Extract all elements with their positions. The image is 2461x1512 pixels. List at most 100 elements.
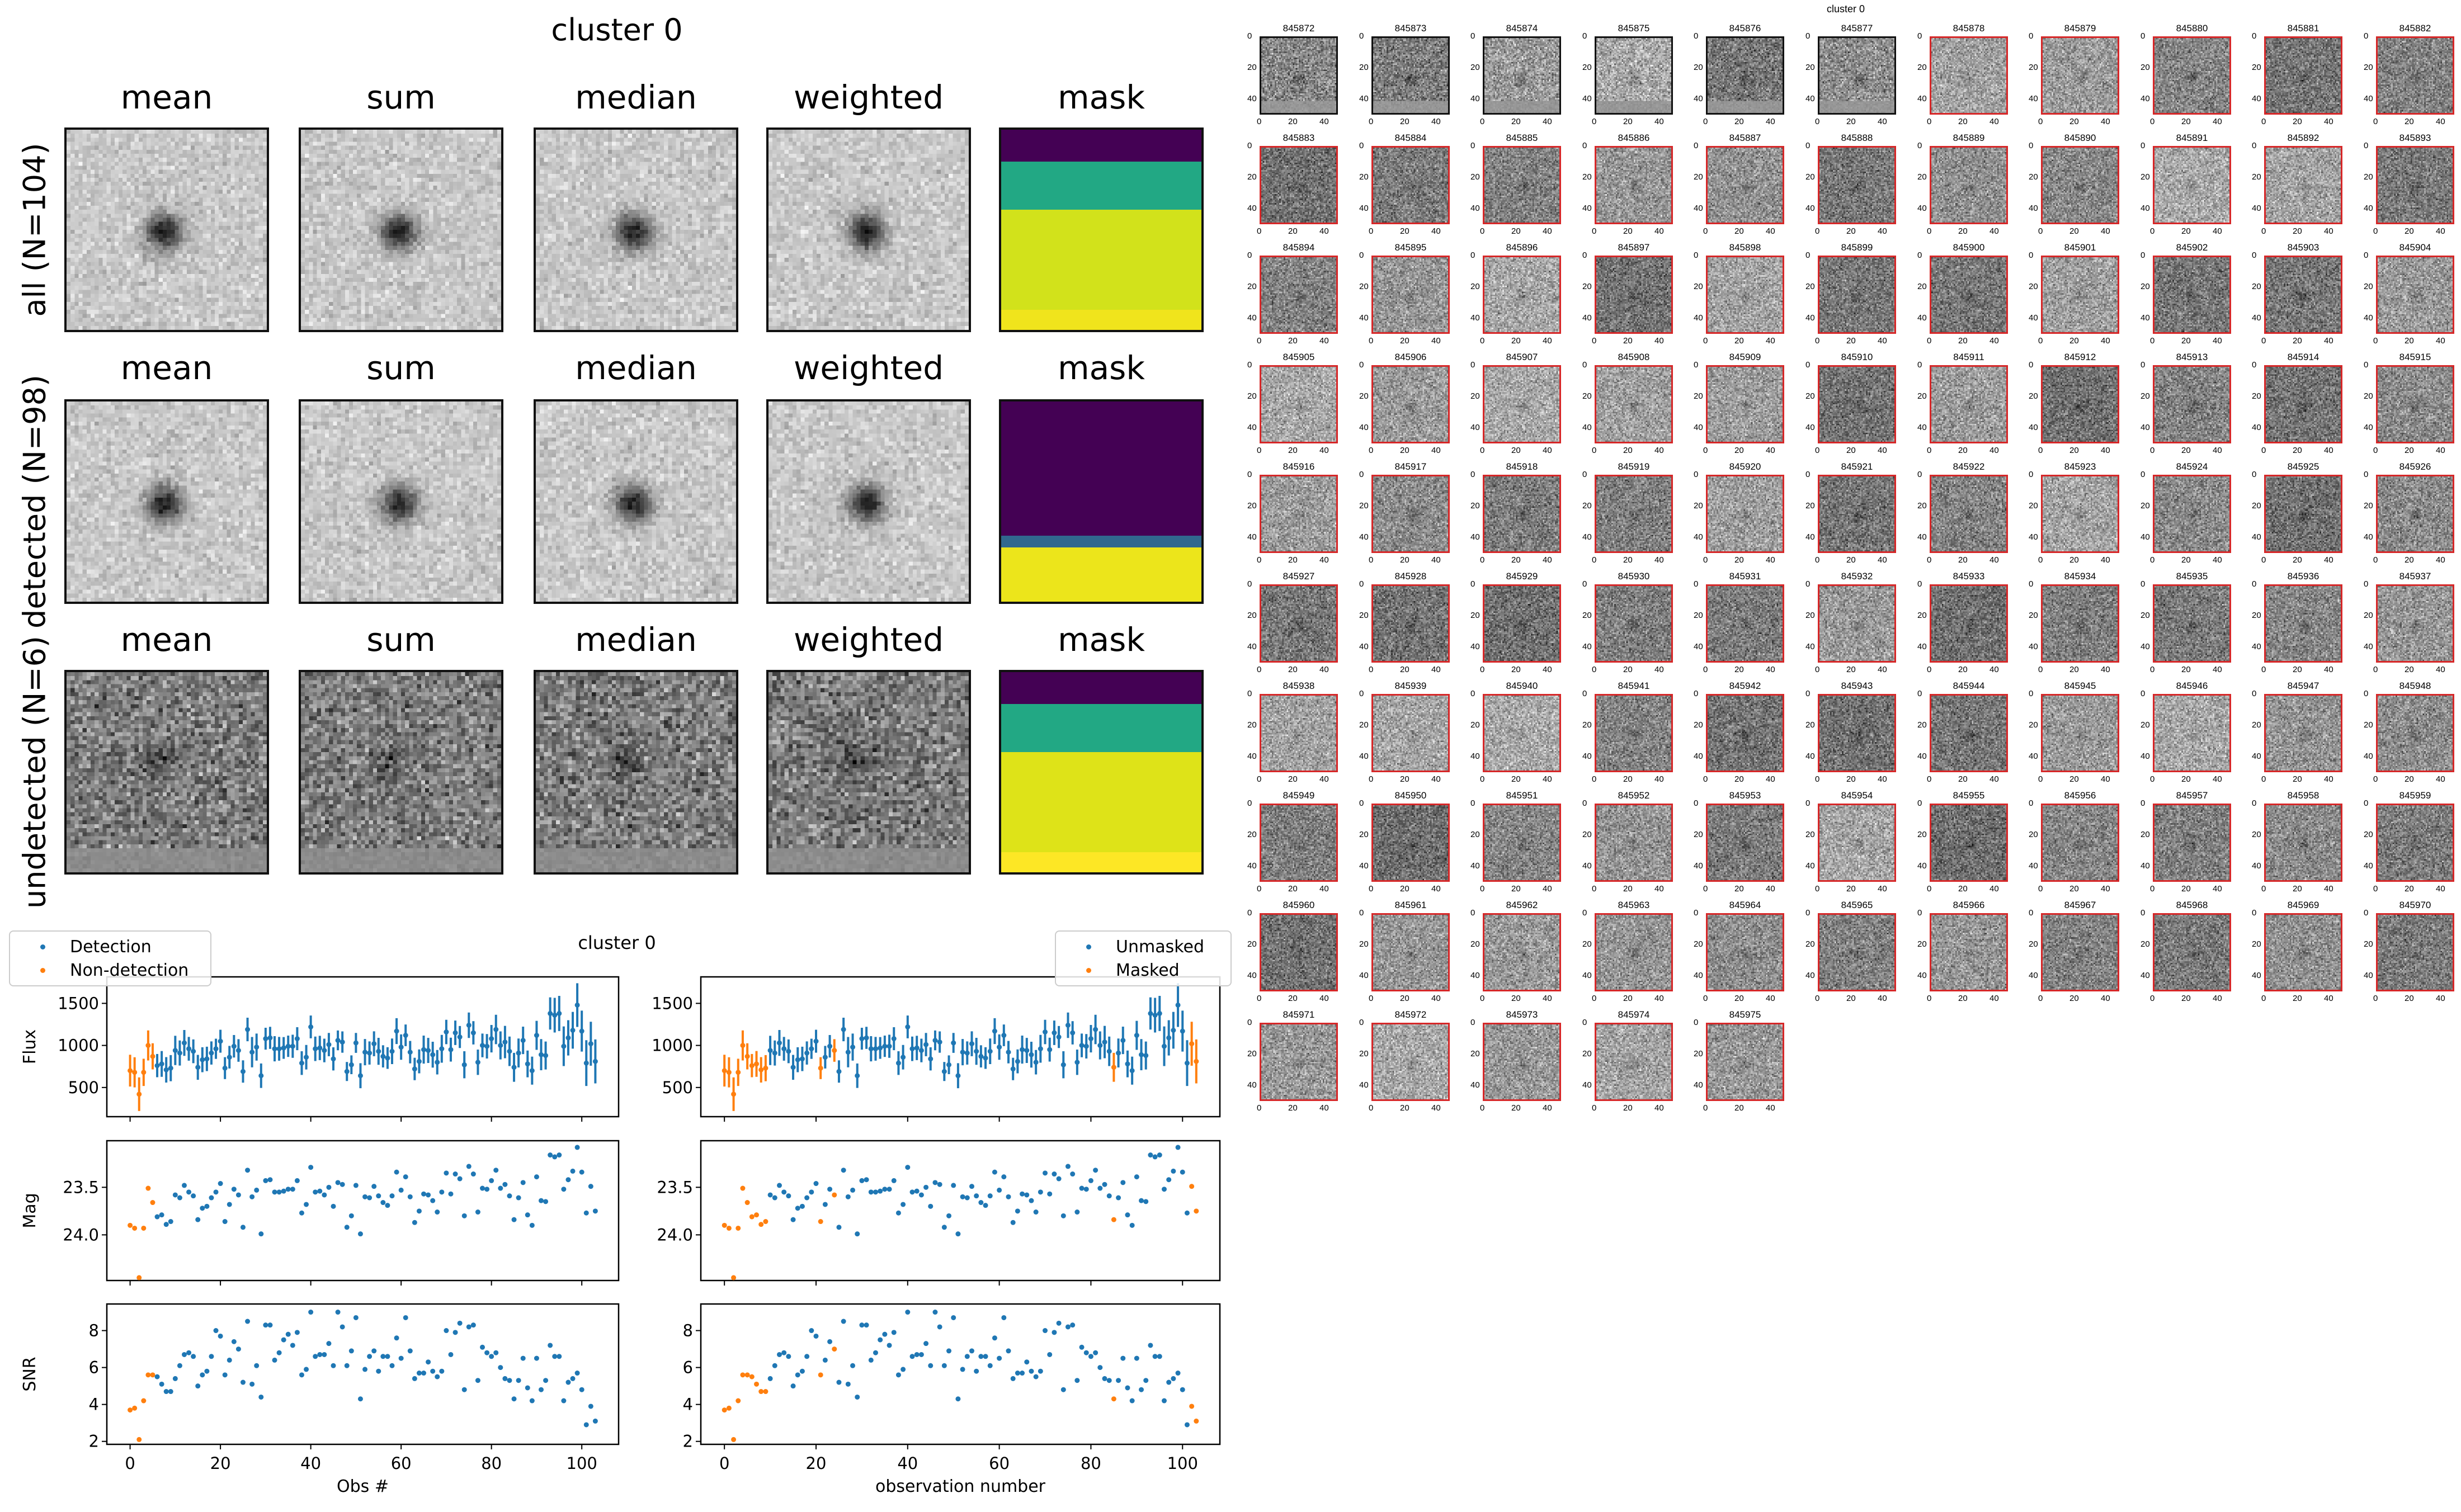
thumbnail-845969[interactable] [2264, 913, 2342, 991]
thumbnail-845951[interactable] [1483, 804, 1561, 882]
thumbnail-845942[interactable] [1706, 694, 1784, 772]
thumbnail-845945[interactable] [2041, 694, 2119, 772]
thumbnail-845960[interactable] [1260, 913, 1338, 991]
thumbnail-845964[interactable] [1706, 913, 1784, 991]
thumbnail-845888[interactable] [1818, 146, 1896, 224]
thumbnail-845950[interactable] [1371, 804, 1450, 882]
thumbnail-845892[interactable] [2264, 146, 2342, 224]
thumbnail-845947[interactable] [2264, 694, 2342, 772]
thumbnail-845907[interactable] [1483, 365, 1561, 443]
thumbnail-845954[interactable] [1818, 804, 1896, 882]
thumbnail-845919[interactable] [1595, 475, 1673, 553]
thumbnail-845901[interactable] [2041, 256, 2119, 334]
thumbnail-845879[interactable] [2041, 36, 2119, 115]
thumbnail-845955[interactable] [1930, 804, 2008, 882]
thumbnail-845899[interactable] [1818, 256, 1896, 334]
thumbnail-845943[interactable] [1818, 694, 1896, 772]
thumbnail-845875[interactable] [1595, 36, 1673, 115]
thumbnail-845973[interactable] [1483, 1023, 1561, 1101]
thumbnail-845939[interactable] [1371, 694, 1450, 772]
thumbnail-845934[interactable] [2041, 584, 2119, 663]
thumbnail-845961[interactable] [1371, 913, 1450, 991]
thumbnail-845912[interactable] [2041, 365, 2119, 443]
thumbnail-845936[interactable] [2264, 584, 2342, 663]
thumbnail-845931[interactable] [1706, 584, 1784, 663]
thumbnail-845918[interactable] [1483, 475, 1561, 553]
thumbnail-845876[interactable] [1706, 36, 1784, 115]
thumbnail-845966[interactable] [1930, 913, 2008, 991]
thumbnail-845922[interactable] [1930, 475, 2008, 553]
thumbnail-845872[interactable] [1260, 36, 1338, 115]
thumbnail-845925[interactable] [2264, 475, 2342, 553]
thumbnail-845956[interactable] [2041, 804, 2119, 882]
thumbnail-845933[interactable] [1930, 584, 2008, 663]
thumbnail-845873[interactable] [1371, 36, 1450, 115]
thumbnail-845938[interactable] [1260, 694, 1338, 772]
thumbnail-845932[interactable] [1818, 584, 1896, 663]
thumbnail-845927[interactable] [1260, 584, 1338, 663]
thumbnail-845882[interactable] [2376, 36, 2454, 115]
thumbnail-845920[interactable] [1706, 475, 1784, 553]
thumbnail-845874[interactable] [1483, 36, 1561, 115]
thumbnail-845952[interactable] [1595, 804, 1673, 882]
thumbnail-845887[interactable] [1706, 146, 1784, 224]
thumbnail-845916[interactable] [1260, 475, 1338, 553]
thumbnail-845949[interactable] [1260, 804, 1338, 882]
thumbnail-845970[interactable] [2376, 913, 2454, 991]
thumbnail-845897[interactable] [1595, 256, 1673, 334]
thumbnail-845968[interactable] [2153, 913, 2231, 991]
thumbnail-845889[interactable] [1930, 146, 2008, 224]
thumbnail-845930[interactable] [1595, 584, 1673, 663]
thumbnail-845900[interactable] [1930, 256, 2008, 334]
thumbnail-845935[interactable] [2153, 584, 2231, 663]
thumbnail-845948[interactable] [2376, 694, 2454, 772]
thumbnail-845962[interactable] [1483, 913, 1561, 991]
thumbnail-845944[interactable] [1930, 694, 2008, 772]
thumbnail-845903[interactable] [2264, 256, 2342, 334]
thumbnail-845910[interactable] [1818, 365, 1896, 443]
thumbnail-845880[interactable] [2153, 36, 2231, 115]
thumbnail-845971[interactable] [1260, 1023, 1338, 1101]
thumbnail-845894[interactable] [1260, 256, 1338, 334]
thumbnail-845958[interactable] [2264, 804, 2342, 882]
thumbnail-845902[interactable] [2153, 256, 2231, 334]
thumbnail-845967[interactable] [2041, 913, 2119, 991]
thumbnail-845893[interactable] [2376, 146, 2454, 224]
thumbnail-845890[interactable] [2041, 146, 2119, 224]
thumbnail-845924[interactable] [2153, 475, 2231, 553]
thumbnail-845946[interactable] [2153, 694, 2231, 772]
thumbnail-845959[interactable] [2376, 804, 2454, 882]
thumbnail-845957[interactable] [2153, 804, 2231, 882]
thumbnail-845883[interactable] [1260, 146, 1338, 224]
thumbnail-845904[interactable] [2376, 256, 2454, 334]
thumbnail-845941[interactable] [1595, 694, 1673, 772]
thumbnail-845921[interactable] [1818, 475, 1896, 553]
thumbnail-845905[interactable] [1260, 365, 1338, 443]
thumbnail-845878[interactable] [1930, 36, 2008, 115]
thumbnail-845923[interactable] [2041, 475, 2119, 553]
thumbnail-845877[interactable] [1818, 36, 1896, 115]
thumbnail-845911[interactable] [1930, 365, 2008, 443]
thumbnail-845972[interactable] [1371, 1023, 1450, 1101]
thumbnail-845896[interactable] [1483, 256, 1561, 334]
thumbnail-845895[interactable] [1371, 256, 1450, 334]
thumbnail-845898[interactable] [1706, 256, 1784, 334]
thumbnail-845881[interactable] [2264, 36, 2342, 115]
thumbnail-845929[interactable] [1483, 584, 1561, 663]
thumbnail-845965[interactable] [1818, 913, 1896, 991]
thumbnail-845963[interactable] [1595, 913, 1673, 991]
thumbnail-845915[interactable] [2376, 365, 2454, 443]
thumbnail-845953[interactable] [1706, 804, 1784, 882]
thumbnail-845908[interactable] [1595, 365, 1673, 443]
thumbnail-845974[interactable] [1595, 1023, 1673, 1101]
thumbnail-845909[interactable] [1706, 365, 1784, 443]
thumbnail-845937[interactable] [2376, 584, 2454, 663]
thumbnail-845975[interactable] [1706, 1023, 1784, 1101]
thumbnail-845928[interactable] [1371, 584, 1450, 663]
thumbnail-845926[interactable] [2376, 475, 2454, 553]
thumbnail-845886[interactable] [1595, 146, 1673, 224]
thumbnail-845940[interactable] [1483, 694, 1561, 772]
thumbnail-845914[interactable] [2264, 365, 2342, 443]
thumbnail-845917[interactable] [1371, 475, 1450, 553]
thumbnail-845884[interactable] [1371, 146, 1450, 224]
